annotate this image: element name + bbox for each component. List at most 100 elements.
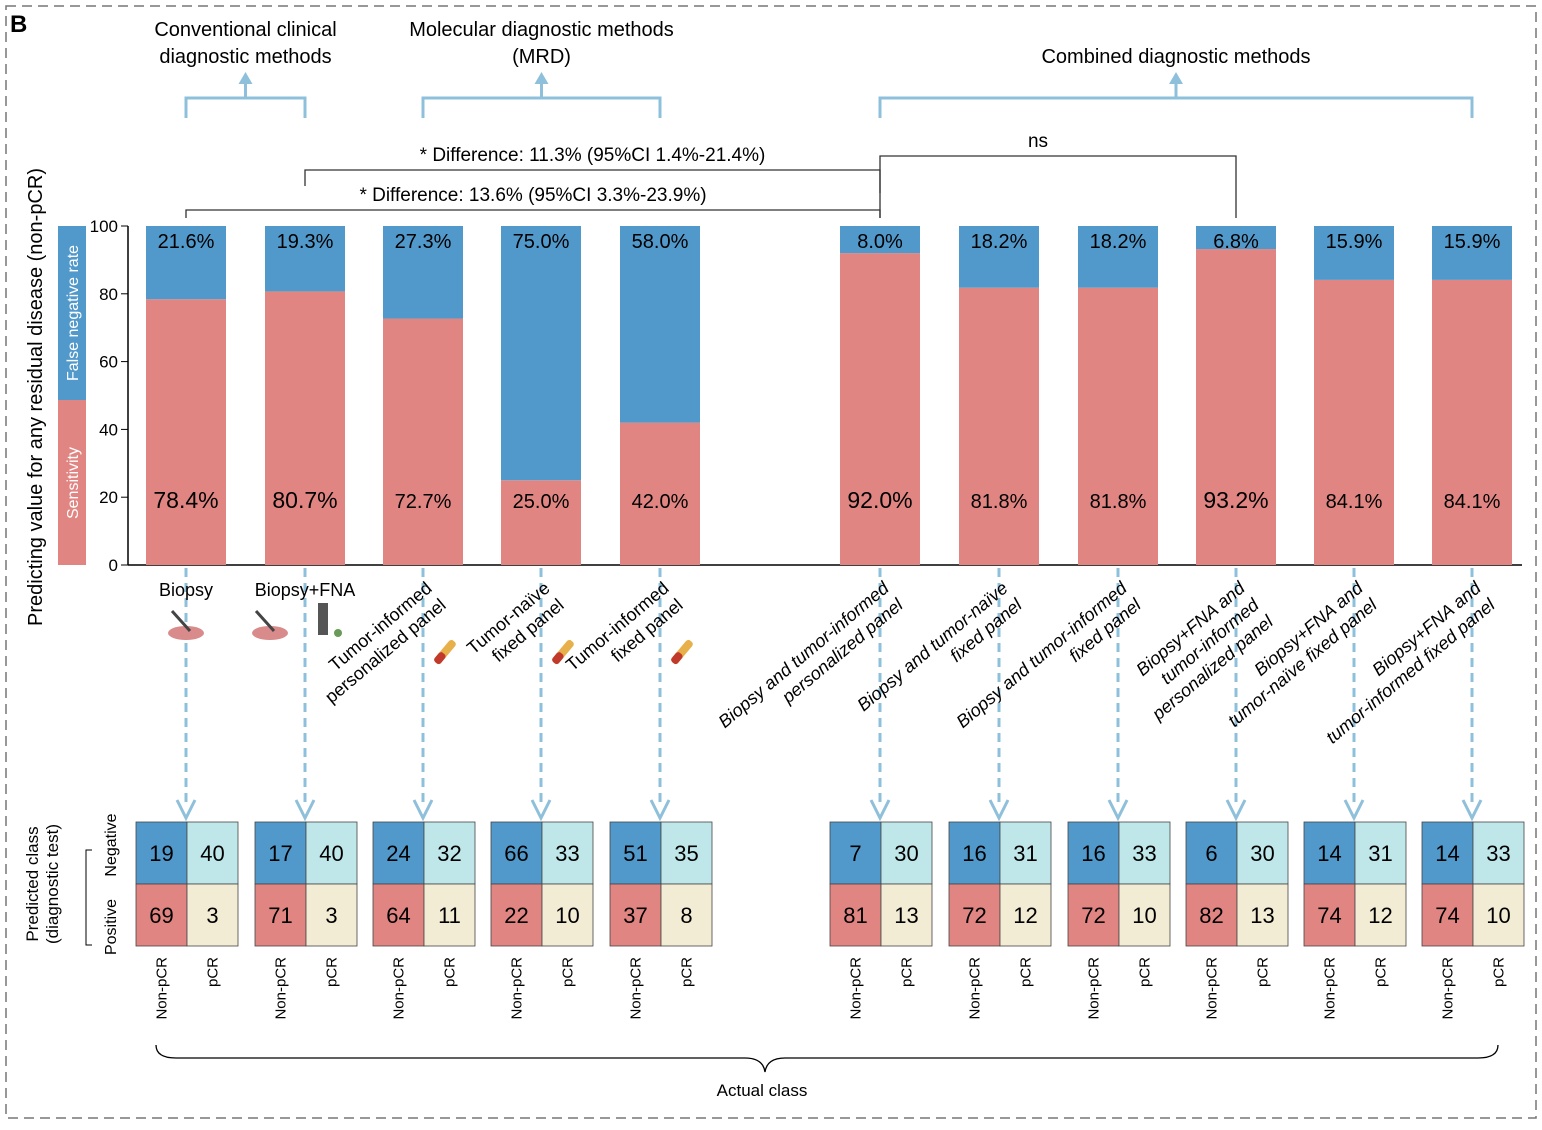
sensitivity-label: 93.2% xyxy=(1203,487,1268,513)
y-tick-label: 100 xyxy=(90,217,118,236)
matrix-cell xyxy=(880,883,933,947)
matrix-cell xyxy=(1067,883,1120,947)
matrix-cell xyxy=(1472,883,1525,947)
matrix-cell xyxy=(186,883,239,947)
matrix-value: 12 xyxy=(1013,903,1037,928)
actual-class-tick: pCR xyxy=(899,957,916,987)
matrix-value: 19 xyxy=(149,841,173,866)
matrix-value: 35 xyxy=(674,841,698,866)
bar-false-negative xyxy=(265,226,345,292)
false-negative-label: 18.2% xyxy=(1090,231,1147,253)
matrix-cell xyxy=(880,821,933,885)
arrow-down-icon xyxy=(412,799,434,822)
blood-shape xyxy=(671,652,683,665)
matrix-value: 31 xyxy=(1368,841,1392,866)
sensitivity-label: 84.1% xyxy=(1444,491,1501,513)
sensitivity-label: 80.7% xyxy=(272,487,337,513)
needle-shape xyxy=(170,609,192,633)
group-title: (MRD) xyxy=(512,46,571,68)
actual-class-tick: Non-pCR xyxy=(1086,957,1103,1020)
actual-class-tick: pCR xyxy=(324,957,341,987)
actual-class-tick: pCR xyxy=(1137,957,1154,987)
group-bracket xyxy=(878,80,1474,118)
bar-false-negative xyxy=(959,226,1039,288)
actual-class-tick: pCR xyxy=(1255,957,1272,987)
matrix-value: 13 xyxy=(1250,903,1274,928)
actual-class-tick: pCR xyxy=(1018,957,1035,987)
matrix-value: 37 xyxy=(623,903,647,928)
matrix-cell xyxy=(1185,883,1238,947)
matrix-value: 30 xyxy=(1250,841,1274,866)
tissue-shape xyxy=(252,626,288,640)
matrix-value: 81 xyxy=(843,903,867,928)
group-bracket xyxy=(421,80,662,118)
actual-class-tick: pCR xyxy=(1491,957,1508,987)
matrix-cell xyxy=(1118,821,1171,885)
matrix-cell xyxy=(660,821,713,885)
matrix-value: 12 xyxy=(1368,903,1392,928)
matrix-value: 10 xyxy=(1486,903,1510,928)
arrow-down-icon xyxy=(175,799,197,822)
matrix-cell xyxy=(948,821,1001,885)
legend-false-negative xyxy=(58,226,86,400)
bar-false-negative xyxy=(840,226,920,254)
fna-device xyxy=(318,603,328,635)
comparison-bracket xyxy=(879,155,1237,218)
matrix-value: 10 xyxy=(555,903,579,928)
matrix-value: 7 xyxy=(849,841,861,866)
matrix-cell xyxy=(254,821,307,885)
arrow-up-icon xyxy=(534,72,549,84)
bar-false-negative xyxy=(501,226,581,481)
matrix-cell xyxy=(609,883,662,947)
false-negative-label: 58.0% xyxy=(632,231,689,253)
matrix-cell xyxy=(372,883,425,947)
matrix-value: 31 xyxy=(1013,841,1037,866)
actual-class-tick: pCR xyxy=(679,957,696,987)
matrix-value: 6 xyxy=(1205,841,1217,866)
group-title: Conventional clinical xyxy=(154,19,336,41)
panel-label: B xyxy=(10,11,27,38)
matrix-value: 22 xyxy=(504,903,528,928)
y-tick-label: 20 xyxy=(99,488,118,507)
matrix-cell xyxy=(1236,883,1289,947)
matrix-cell xyxy=(541,821,594,885)
comparison-label: ns xyxy=(1028,131,1048,152)
bar-false-negative xyxy=(146,226,226,300)
false-negative-label: 75.0% xyxy=(513,231,570,253)
matrix-value: 16 xyxy=(1081,841,1105,866)
matrix-value: 33 xyxy=(555,841,579,866)
sensitivity-label: 42.0% xyxy=(632,491,689,513)
actual-class-tick: Non-pCR xyxy=(1204,957,1221,1020)
matrix-cell xyxy=(1067,821,1120,885)
matrix-value: 40 xyxy=(200,841,224,866)
matrix-value: 74 xyxy=(1317,903,1341,928)
matrix-value: 72 xyxy=(962,903,986,928)
bar-false-negative xyxy=(1196,226,1276,250)
matrix-cell xyxy=(1472,821,1525,885)
arrow-down-icon xyxy=(530,799,552,822)
matrix-value: 24 xyxy=(386,841,410,866)
matrix-cell xyxy=(372,821,425,885)
actual-class-tick: pCR xyxy=(205,957,222,987)
matrix-cell xyxy=(541,883,594,947)
bar-false-negative xyxy=(1314,226,1394,280)
actual-class-tick: Non-pCR xyxy=(154,957,171,1020)
matrix-cell xyxy=(305,821,358,885)
matrix-value: 33 xyxy=(1486,841,1510,866)
bar-sensitivity xyxy=(1432,279,1512,565)
matrix-value: 32 xyxy=(437,841,461,866)
false-negative-label: 15.9% xyxy=(1326,231,1383,253)
matrix-cell xyxy=(1354,883,1407,947)
actual-class-brace xyxy=(155,1044,1499,1073)
matrix-cell xyxy=(490,883,543,947)
comparison-label: * Difference: 11.3% (95%CI 1.4%-21.4%) xyxy=(420,145,766,166)
cells-shape xyxy=(334,629,342,637)
bar-sensitivity xyxy=(840,253,920,565)
matrix-value: 74 xyxy=(1435,903,1459,928)
sensitivity-label: 25.0% xyxy=(513,491,570,513)
needle-shape xyxy=(254,609,276,633)
false-negative-label: 19.3% xyxy=(277,231,334,253)
matrix-value: 33 xyxy=(1132,841,1156,866)
actual-class-tick: Non-pCR xyxy=(967,957,984,1020)
arrow-down-icon xyxy=(294,799,316,822)
